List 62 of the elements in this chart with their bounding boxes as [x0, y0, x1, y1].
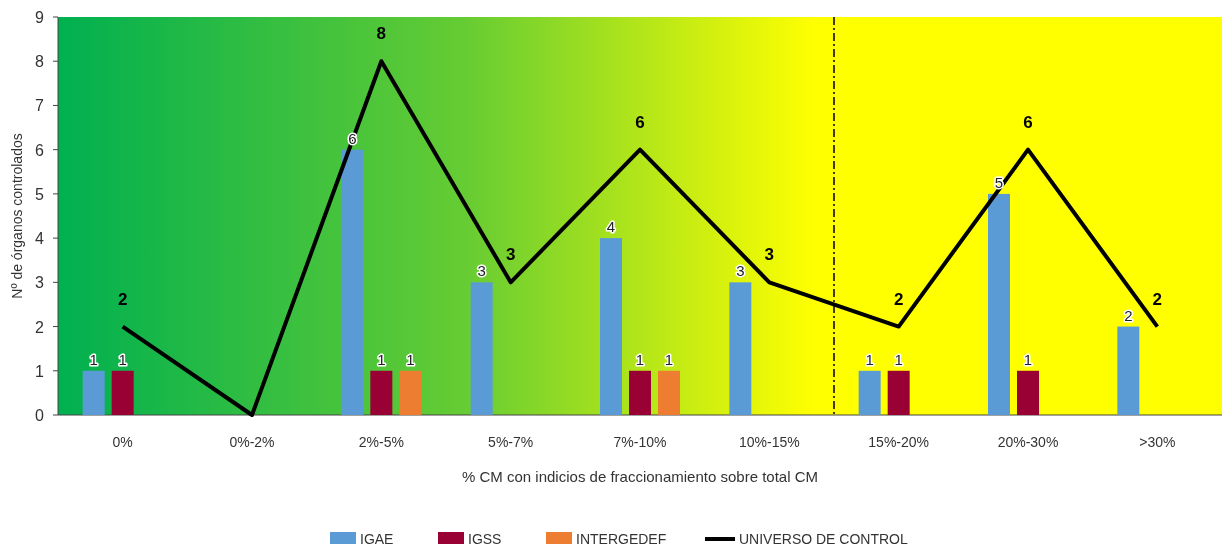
data-label: 5: [994, 173, 1004, 191]
x-tick-label: 20%-30%: [997, 434, 1059, 450]
data-label: 1: [1023, 350, 1033, 368]
data-label: 2: [1152, 289, 1163, 309]
x-tick-label: >30%: [1139, 434, 1176, 450]
bar: [887, 370, 910, 415]
data-label: 6: [635, 112, 645, 132]
data-label: 1: [377, 350, 386, 368]
bar: [600, 238, 622, 415]
legend-label: IGAE: [360, 531, 394, 547]
bar: [470, 282, 493, 415]
bar: [658, 370, 680, 415]
data-label: 1: [894, 350, 903, 368]
x-tick-label: 2%-5%: [358, 434, 404, 450]
x-tick-label: 5%-7%: [488, 434, 534, 450]
legend-label: INTERGEDEF: [576, 531, 667, 547]
y-tick-label: 4: [35, 230, 45, 248]
bar: [1117, 326, 1140, 415]
data-label: 3: [764, 245, 775, 265]
data-label: 1: [664, 350, 674, 368]
data-label: 1: [635, 350, 645, 368]
y-tick-label: 6: [35, 141, 45, 159]
data-label: 4: [606, 218, 616, 236]
data-label: 3: [505, 245, 516, 265]
data-label: 2: [893, 289, 904, 309]
bar: [111, 370, 134, 415]
bar: [1017, 370, 1039, 415]
y-tick-label: 0: [35, 407, 45, 424]
data-label: 1: [89, 350, 98, 368]
bar: [858, 370, 881, 415]
bar: [729, 282, 752, 415]
y-tick-label: 1: [35, 362, 45, 380]
bar: [988, 193, 1010, 415]
legend-label: IGSS: [468, 531, 502, 547]
x-tick-label: 15%-20%: [868, 434, 930, 450]
data-label: 3: [477, 262, 486, 280]
bar: [629, 370, 651, 415]
data-label: 2: [117, 289, 128, 309]
data-label: 1: [865, 350, 874, 368]
data-label: 1: [118, 350, 127, 368]
data-label: 3: [736, 262, 745, 280]
data-label: 2: [1124, 306, 1133, 324]
x-tick-label: 10%-15%: [738, 434, 800, 450]
y-tick-label: 8: [35, 53, 45, 71]
bar: [399, 370, 422, 415]
bar: [341, 149, 364, 415]
x-tick-label: 0%: [112, 434, 133, 450]
x-axis-title: % CM con indicios de fraccionamiento sobre total CM: [462, 468, 818, 485]
y-tick-label: 5: [35, 185, 45, 203]
bar: [82, 370, 105, 415]
data-label: 1: [406, 350, 415, 368]
y-tick-label: 2: [35, 318, 45, 336]
legend-label: UNIVERSO DE CONTROL: [739, 531, 909, 547]
x-tick-label: 0%-2%: [229, 434, 275, 450]
data-label: 8: [376, 24, 387, 44]
bar: [370, 370, 393, 415]
y-tick-label: 3: [35, 274, 45, 292]
y-axis-title: Nº de órganos controlados: [9, 133, 25, 299]
data-label: 6: [1023, 112, 1033, 132]
x-tick-label: 7%-10%: [613, 434, 667, 450]
y-tick-label: 9: [35, 9, 45, 26]
y-tick-label: 7: [35, 97, 45, 115]
